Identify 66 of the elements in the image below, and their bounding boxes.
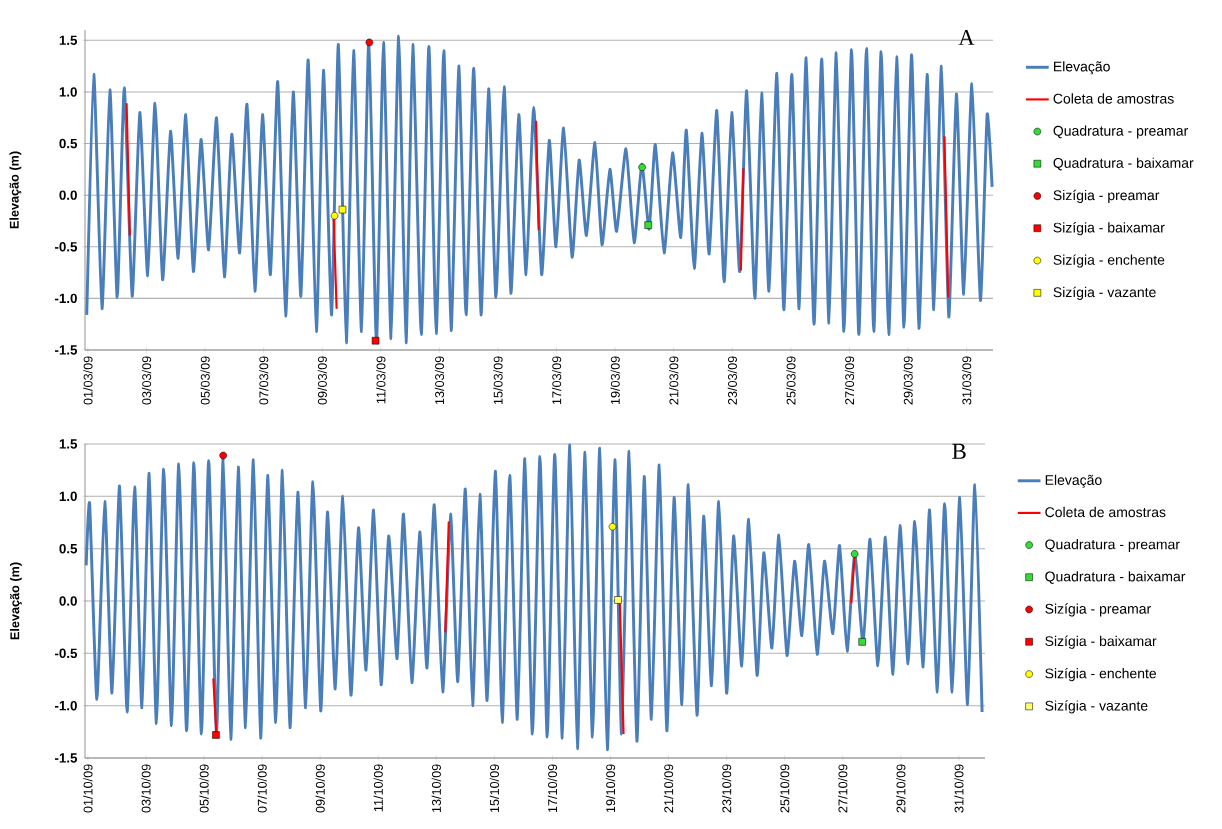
y-tick-label: -0.5: [54, 648, 78, 659]
legend-label: Quadratura - baixamar: [1045, 571, 1186, 584]
x-tick-label: 07/03/09: [259, 356, 269, 405]
x-tick-label: 29/03/09: [903, 356, 913, 405]
legend-label: Sizígia - baixamar: [1045, 635, 1157, 649]
x-tick-label: 03/03/09: [141, 356, 152, 405]
legend-label: Quadratura - preamar: [1053, 125, 1189, 139]
x-tick-label: 21/10/09: [663, 764, 674, 813]
y-tick-label: -1.0: [54, 700, 77, 711]
y-tick-label: -1.5: [54, 345, 78, 355]
legend-label: Sizígia - baixamar: [1053, 222, 1165, 236]
y-tick-label: -1.0: [54, 293, 77, 304]
chart-title: A: [958, 29, 975, 45]
x-tick-label: 09/03/09: [317, 356, 327, 405]
legend-label: Sizígia - preamar: [1045, 603, 1151, 617]
x-tick-label: 31/03/09: [961, 356, 972, 405]
x-tick-label: 23/03/09: [727, 356, 737, 405]
x-tick-label: 11/03/09: [376, 356, 386, 404]
y-tick-label: 1.5: [59, 35, 78, 45]
legend-label: Sizígia - vazante: [1045, 700, 1148, 714]
y-tick-label: -1.5: [54, 753, 78, 763]
y-tick-label: 1.5: [59, 439, 78, 449]
x-tick-label: 17/03/09: [551, 356, 562, 405]
legend-label: Elevação: [1045, 474, 1102, 488]
legend-label: Sizígia - vazante: [1053, 286, 1156, 300]
y-axis-title: Elevação (m): [9, 562, 22, 640]
y-tick-label: 1.0: [59, 491, 77, 502]
x-tick-label: 15/03/09: [493, 356, 503, 405]
x-tick-label: 19/03/09: [610, 356, 620, 405]
x-tick-label: 25/03/09: [786, 356, 796, 405]
x-tick-label: 11/10/09: [373, 764, 383, 812]
legend-label: Sizígia - enchente: [1053, 254, 1165, 268]
x-tick-label: 01/10/09: [83, 764, 93, 813]
x-tick-label: 05/03/09: [200, 356, 210, 405]
x-tick-label: 25/10/09: [780, 764, 790, 813]
x-tick-label: 27/10/09: [838, 764, 848, 813]
legend-label: Coleta de amostras: [1053, 93, 1174, 104]
y-tick-label: 1.0: [59, 87, 77, 97]
legend-label: Sizígia - enchente: [1045, 667, 1157, 682]
y-tick-label: -0.5: [54, 242, 78, 252]
y-tick-label: 0.0: [59, 190, 77, 200]
legend-label: Quadratura - preamar: [1045, 539, 1180, 553]
x-tick-label: 31/10/09: [954, 764, 964, 813]
x-tick-label: 23/10/09: [721, 764, 732, 813]
legend-label: Quadratura - baixamar: [1053, 157, 1194, 171]
x-tick-label: 27/03/09: [844, 356, 855, 405]
x-tick-label: 19/10/09: [605, 764, 616, 813]
x-tick-label: 29/10/09: [896, 764, 906, 813]
x-tick-label: 07/10/09: [257, 764, 267, 813]
y-tick-label: 0.5: [59, 138, 78, 149]
x-tick-label: 21/03/09: [669, 356, 679, 405]
x-tick-label: 03/10/09: [141, 764, 151, 813]
y-tick-label: 0.5: [59, 543, 78, 554]
x-tick-label: 09/10/09: [315, 764, 325, 813]
legend-label: Elevação: [1054, 61, 1110, 75]
x-tick-label: 17/10/09: [547, 764, 558, 813]
x-tick-label: 05/10/09: [199, 764, 209, 813]
x-tick-label: 15/10/09: [489, 764, 500, 813]
legend-label: Coleta de amostras: [1045, 506, 1166, 518]
x-tick-label: 13/03/09: [434, 356, 445, 405]
y-tick-label: 0.0: [59, 596, 77, 606]
x-tick-label: 01/03/09: [83, 356, 93, 405]
x-tick-label: 13/10/09: [431, 764, 441, 813]
legend-label: Sizígia - preamar: [1053, 189, 1160, 203]
y-axis-title: Elevação (m): [9, 151, 22, 229]
chart-title: B: [952, 443, 966, 459]
